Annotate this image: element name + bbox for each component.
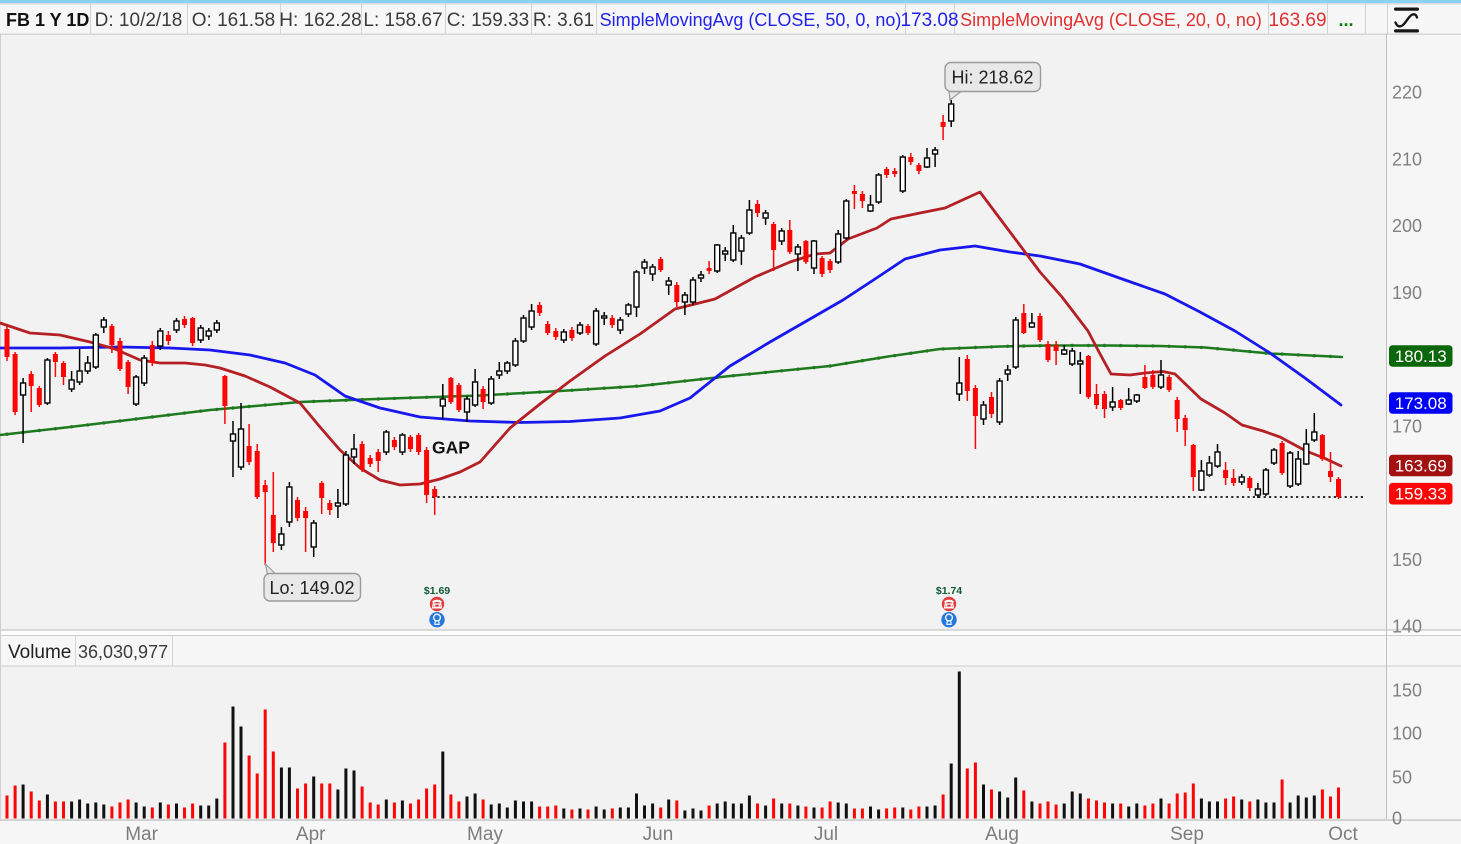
svg-text:Jul: Jul	[814, 824, 838, 844]
svg-text:100: 100	[1392, 724, 1422, 744]
svg-text:150: 150	[1392, 681, 1422, 701]
svg-text:Mar: Mar	[125, 824, 158, 844]
svg-text:Apr: Apr	[296, 824, 326, 844]
svg-text:159.33: 159.33	[1395, 485, 1447, 504]
svg-text:180.13: 180.13	[1395, 347, 1447, 366]
svg-text:D: 10/2/18: D: 10/2/18	[95, 10, 183, 31]
svg-text:SimpleMovingAvg (CLOSE, 20, 0,: SimpleMovingAvg (CLOSE, 20, 0, no)	[960, 10, 1262, 30]
svg-text:36,030,977: 36,030,977	[78, 642, 168, 662]
svg-text:Oct: Oct	[1328, 824, 1358, 844]
svg-text:R: 3.61: R: 3.61	[533, 10, 594, 31]
svg-text:FB 1 Y 1D: FB 1 Y 1D	[6, 10, 89, 30]
svg-text:150: 150	[1392, 550, 1422, 570]
svg-text:50: 50	[1392, 768, 1412, 788]
svg-text:O: 161.58: O: 161.58	[192, 10, 275, 31]
svg-text:0: 0	[1392, 809, 1402, 829]
svg-text:200: 200	[1392, 216, 1422, 236]
svg-text:...: ...	[1338, 10, 1353, 30]
svg-text:140: 140	[1392, 617, 1422, 637]
svg-text:Hi: 218.62: Hi: 218.62	[951, 68, 1033, 88]
svg-text:170: 170	[1392, 416, 1422, 436]
svg-text:Jun: Jun	[643, 824, 674, 844]
svg-text:163.69: 163.69	[1395, 457, 1447, 476]
svg-text:190: 190	[1392, 283, 1422, 303]
svg-text:Volume: Volume	[8, 642, 71, 663]
svg-text:L: 158.67: L: 158.67	[363, 10, 442, 31]
svg-text:$1.69: $1.69	[424, 585, 450, 597]
svg-text:$1.74: $1.74	[936, 585, 962, 597]
svg-text:210: 210	[1392, 149, 1422, 169]
svg-text:Lo: 149.02: Lo: 149.02	[269, 578, 354, 598]
svg-text:SimpleMovingAvg (CLOSE, 50, 0,: SimpleMovingAvg (CLOSE, 50, 0, no)	[600, 10, 902, 30]
svg-text:C: 159.33: C: 159.33	[447, 10, 529, 31]
svg-text:173.08: 173.08	[900, 10, 958, 31]
svg-text:220: 220	[1392, 83, 1422, 103]
svg-text:Sep: Sep	[1170, 824, 1204, 844]
svg-text:Aug: Aug	[985, 824, 1019, 844]
svg-text:May: May	[467, 824, 503, 844]
svg-text:GAP: GAP	[432, 438, 470, 458]
svg-text:H: 162.28: H: 162.28	[279, 10, 361, 31]
svg-text:163.69: 163.69	[1268, 10, 1326, 31]
svg-text:173.08: 173.08	[1395, 394, 1447, 413]
